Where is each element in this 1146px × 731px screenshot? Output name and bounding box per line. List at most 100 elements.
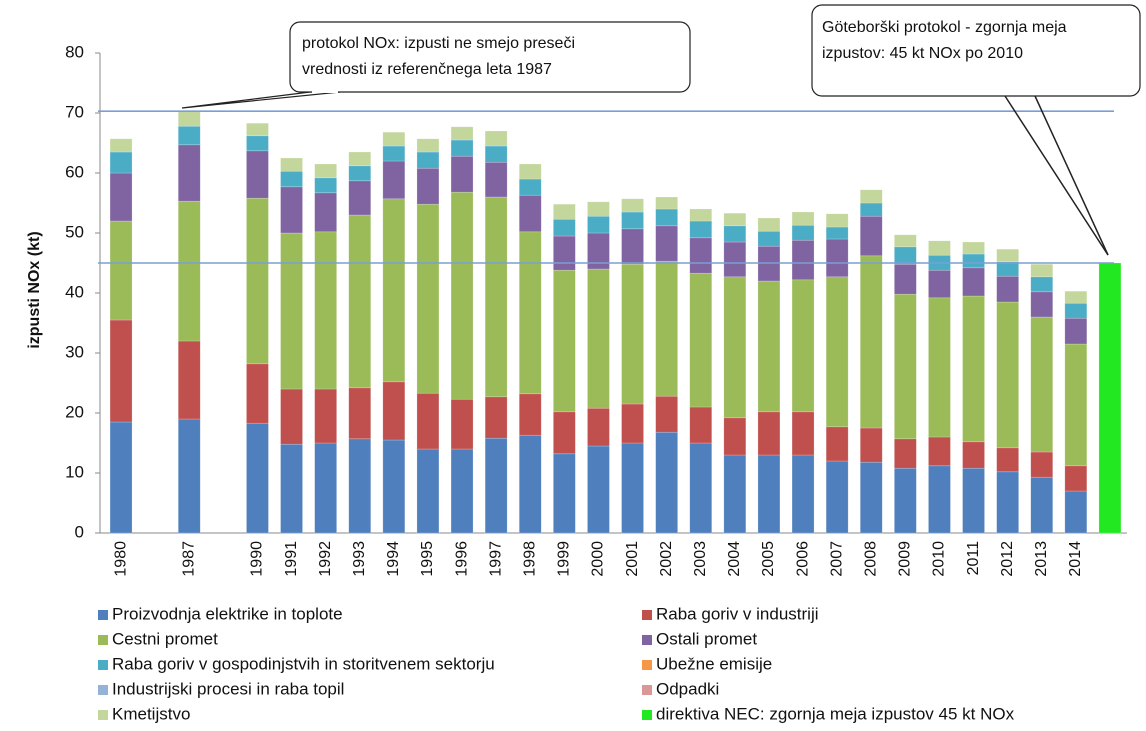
bar-segment [484,130,508,147]
bar-segment [1064,317,1088,345]
bar-segment [791,239,815,281]
bar-segment [348,165,372,182]
annotation: vrednosti iz referenčnega leta 1987 [302,61,552,78]
legend-label: Cestni promet [112,629,218,648]
bar-segment [825,426,849,462]
x-tick-label: 2013 [1033,541,1050,577]
legend-label: Raba goriv v gospodinjstvih in storitven… [112,654,495,673]
bar-segment [894,263,917,295]
bar-segment [518,231,542,395]
bar-segment [723,241,747,278]
bar-segment [723,276,747,419]
legend-swatch [642,710,652,720]
bar-segment [655,208,678,227]
y-axis-label: izpusti NOx (kt) [26,231,43,348]
bar-segment [859,255,883,429]
bar-segment [177,418,201,534]
bar-segment [450,398,474,450]
x-tick-label: 2001 [624,541,641,577]
bar-segment [723,225,747,243]
bar-segment [1064,465,1088,492]
bar-segment [621,442,644,534]
bar-segment [314,442,337,534]
bar-segment [382,145,406,162]
x-tick-label: 2014 [1067,541,1084,577]
bar-segment [894,467,917,534]
bar-segment [587,445,610,534]
bar-segment [928,436,951,467]
bar-segment [314,192,337,233]
bar-segment [246,197,269,365]
annotation: izpustov: 45 kt NOx po 2010 [822,45,1023,62]
bar-segment [655,395,678,433]
bar-segment [348,214,372,389]
bar-segment [518,178,542,196]
bar-segment [587,407,610,447]
x-tick-label: 2006 [794,541,811,577]
x-tick-label: 2003 [692,541,709,577]
y-tick-label: 0 [75,522,84,541]
x-tick-label: 1996 [453,541,470,577]
bar-segment [382,198,406,383]
bar-segment [587,201,610,217]
bar-segment [655,431,678,534]
bar-segment [177,200,201,342]
bar-segment [553,269,576,413]
bar-segment [928,465,951,534]
bar-segment [246,422,269,534]
bar-segment [553,218,576,237]
bar-segment [484,396,508,439]
legend-swatch [642,635,652,645]
bar-segment [382,160,406,200]
bar-segment [757,411,781,456]
bar-segment [757,454,781,534]
x-tick-label: 1992 [317,541,334,577]
bar-segment [109,319,133,423]
bar-segment [280,157,303,172]
bar-segment [996,447,1019,473]
bar-segment [621,228,644,265]
bar-segment [587,268,610,409]
bar-segment [109,138,133,153]
bar-segment [928,297,951,438]
legend-label: direktiva NEC: zgornja meja izpustov 45 … [656,704,1015,723]
bar-segment [621,198,644,213]
bar-segment [825,226,849,240]
bar-segment [928,240,951,256]
y-tick-label: 40 [65,282,84,301]
bar-segment [825,238,849,278]
bar-segment [1030,476,1054,534]
legend-label: Industrijski procesi in raba topil [112,679,344,698]
bar-segment [416,167,440,205]
y-tick-label: 60 [65,162,84,181]
bar-segment [484,145,508,163]
legend-swatch [98,685,108,695]
bar-segment [109,172,133,222]
bar-segment [1064,343,1088,467]
bar-segment [1064,490,1088,534]
legend-swatch [642,685,652,695]
plot: 0 10 20 30 40 50 60 70 80 1980 1987 1990 1991 1992 199… [65,42,1122,577]
bar-segment [553,203,576,220]
legend-swatch [642,660,652,670]
x-tick-label: 2009 [897,541,914,577]
bar-segment [621,403,644,444]
bar-segment [791,211,815,226]
bar-segment [723,454,747,534]
bar-segment [518,194,542,233]
annotation: Göteborški protokol - zgornja meja [822,19,1067,36]
bar-segment [450,191,474,400]
bar-segment [416,392,440,450]
bar-segment [450,126,474,141]
bar-segment [996,261,1019,277]
bar-segment [587,215,610,234]
x-tick-label: 2007 [828,541,845,577]
bar-segment [894,293,917,440]
bar-segment [177,340,201,420]
bar-segment [518,393,542,436]
legend-label: Ubežne emisije [656,654,772,673]
bar-segment [416,448,440,534]
bar-segment [1030,451,1054,478]
annotation: protokol NOx: izpusti ne smejo preseči [302,35,575,52]
bar-segment [723,212,747,227]
